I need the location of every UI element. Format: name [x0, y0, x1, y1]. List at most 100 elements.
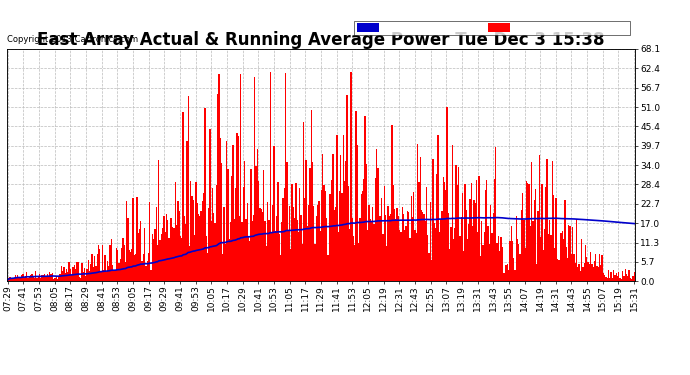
Bar: [258, 181, 259, 281]
Bar: [132, 198, 134, 281]
Bar: [67, 272, 68, 281]
Bar: [21, 274, 22, 281]
Bar: [585, 245, 586, 281]
Bar: [53, 279, 55, 281]
Bar: [207, 253, 208, 281]
Bar: [520, 254, 521, 281]
Bar: [166, 214, 167, 281]
Bar: [280, 255, 281, 281]
Bar: [46, 278, 47, 281]
Bar: [440, 219, 442, 281]
Bar: [171, 218, 172, 281]
Bar: [404, 230, 406, 281]
Bar: [313, 206, 315, 281]
Bar: [523, 220, 524, 281]
Bar: [527, 183, 529, 281]
Bar: [548, 234, 549, 281]
Bar: [484, 231, 485, 281]
Bar: [128, 250, 130, 281]
Bar: [164, 232, 166, 281]
Bar: [81, 263, 83, 281]
Bar: [582, 267, 584, 281]
Bar: [506, 264, 508, 281]
Bar: [324, 185, 325, 281]
Bar: [31, 274, 32, 281]
Bar: [249, 242, 250, 281]
Bar: [460, 217, 462, 281]
Bar: [315, 244, 316, 281]
Bar: [16, 277, 17, 281]
Bar: [328, 194, 330, 281]
Bar: [206, 236, 207, 281]
Bar: [299, 188, 300, 281]
Bar: [259, 209, 261, 281]
Bar: [56, 277, 57, 281]
Bar: [41, 275, 43, 281]
Bar: [203, 193, 204, 281]
Bar: [453, 240, 454, 281]
Bar: [52, 273, 53, 281]
Bar: [76, 262, 77, 281]
Bar: [613, 270, 614, 281]
Bar: [358, 243, 359, 281]
Bar: [157, 245, 158, 281]
Bar: [139, 228, 140, 281]
Bar: [221, 163, 222, 281]
Bar: [176, 225, 177, 281]
Bar: [330, 194, 331, 281]
Bar: [300, 215, 302, 281]
Bar: [627, 276, 629, 281]
Bar: [495, 147, 496, 281]
Bar: [395, 219, 397, 281]
Bar: [184, 216, 185, 281]
Bar: [496, 243, 497, 281]
Bar: [630, 278, 631, 281]
Bar: [530, 226, 531, 281]
Bar: [494, 179, 495, 281]
Bar: [591, 264, 593, 281]
Bar: [363, 179, 364, 281]
Bar: [179, 211, 180, 281]
Bar: [355, 111, 357, 281]
Bar: [609, 278, 611, 281]
Bar: [611, 272, 612, 281]
Bar: [572, 227, 573, 281]
Bar: [431, 260, 433, 281]
Bar: [435, 228, 436, 281]
Bar: [55, 278, 56, 281]
Bar: [403, 214, 404, 281]
Bar: [497, 236, 499, 281]
Bar: [515, 216, 517, 281]
Bar: [531, 162, 532, 281]
Bar: [175, 182, 176, 281]
Bar: [89, 270, 90, 281]
Bar: [399, 230, 400, 281]
Bar: [10, 278, 11, 281]
Bar: [446, 107, 448, 281]
Bar: [66, 268, 67, 281]
Bar: [131, 249, 132, 281]
Bar: [68, 262, 70, 281]
Bar: [430, 202, 431, 281]
Bar: [462, 193, 463, 281]
Bar: [451, 145, 453, 281]
Bar: [250, 169, 252, 281]
Bar: [316, 216, 317, 281]
Bar: [502, 247, 503, 281]
Bar: [26, 273, 28, 281]
Bar: [30, 274, 31, 281]
Bar: [104, 255, 106, 281]
Bar: [564, 200, 566, 281]
Bar: [581, 240, 582, 281]
Bar: [560, 233, 562, 281]
Bar: [189, 246, 190, 281]
Bar: [571, 254, 572, 281]
Bar: [475, 203, 476, 281]
Bar: [25, 276, 26, 281]
Bar: [218, 74, 219, 281]
Bar: [286, 162, 288, 281]
Bar: [476, 180, 477, 281]
Bar: [182, 112, 184, 281]
Bar: [402, 207, 403, 281]
Bar: [372, 207, 373, 281]
